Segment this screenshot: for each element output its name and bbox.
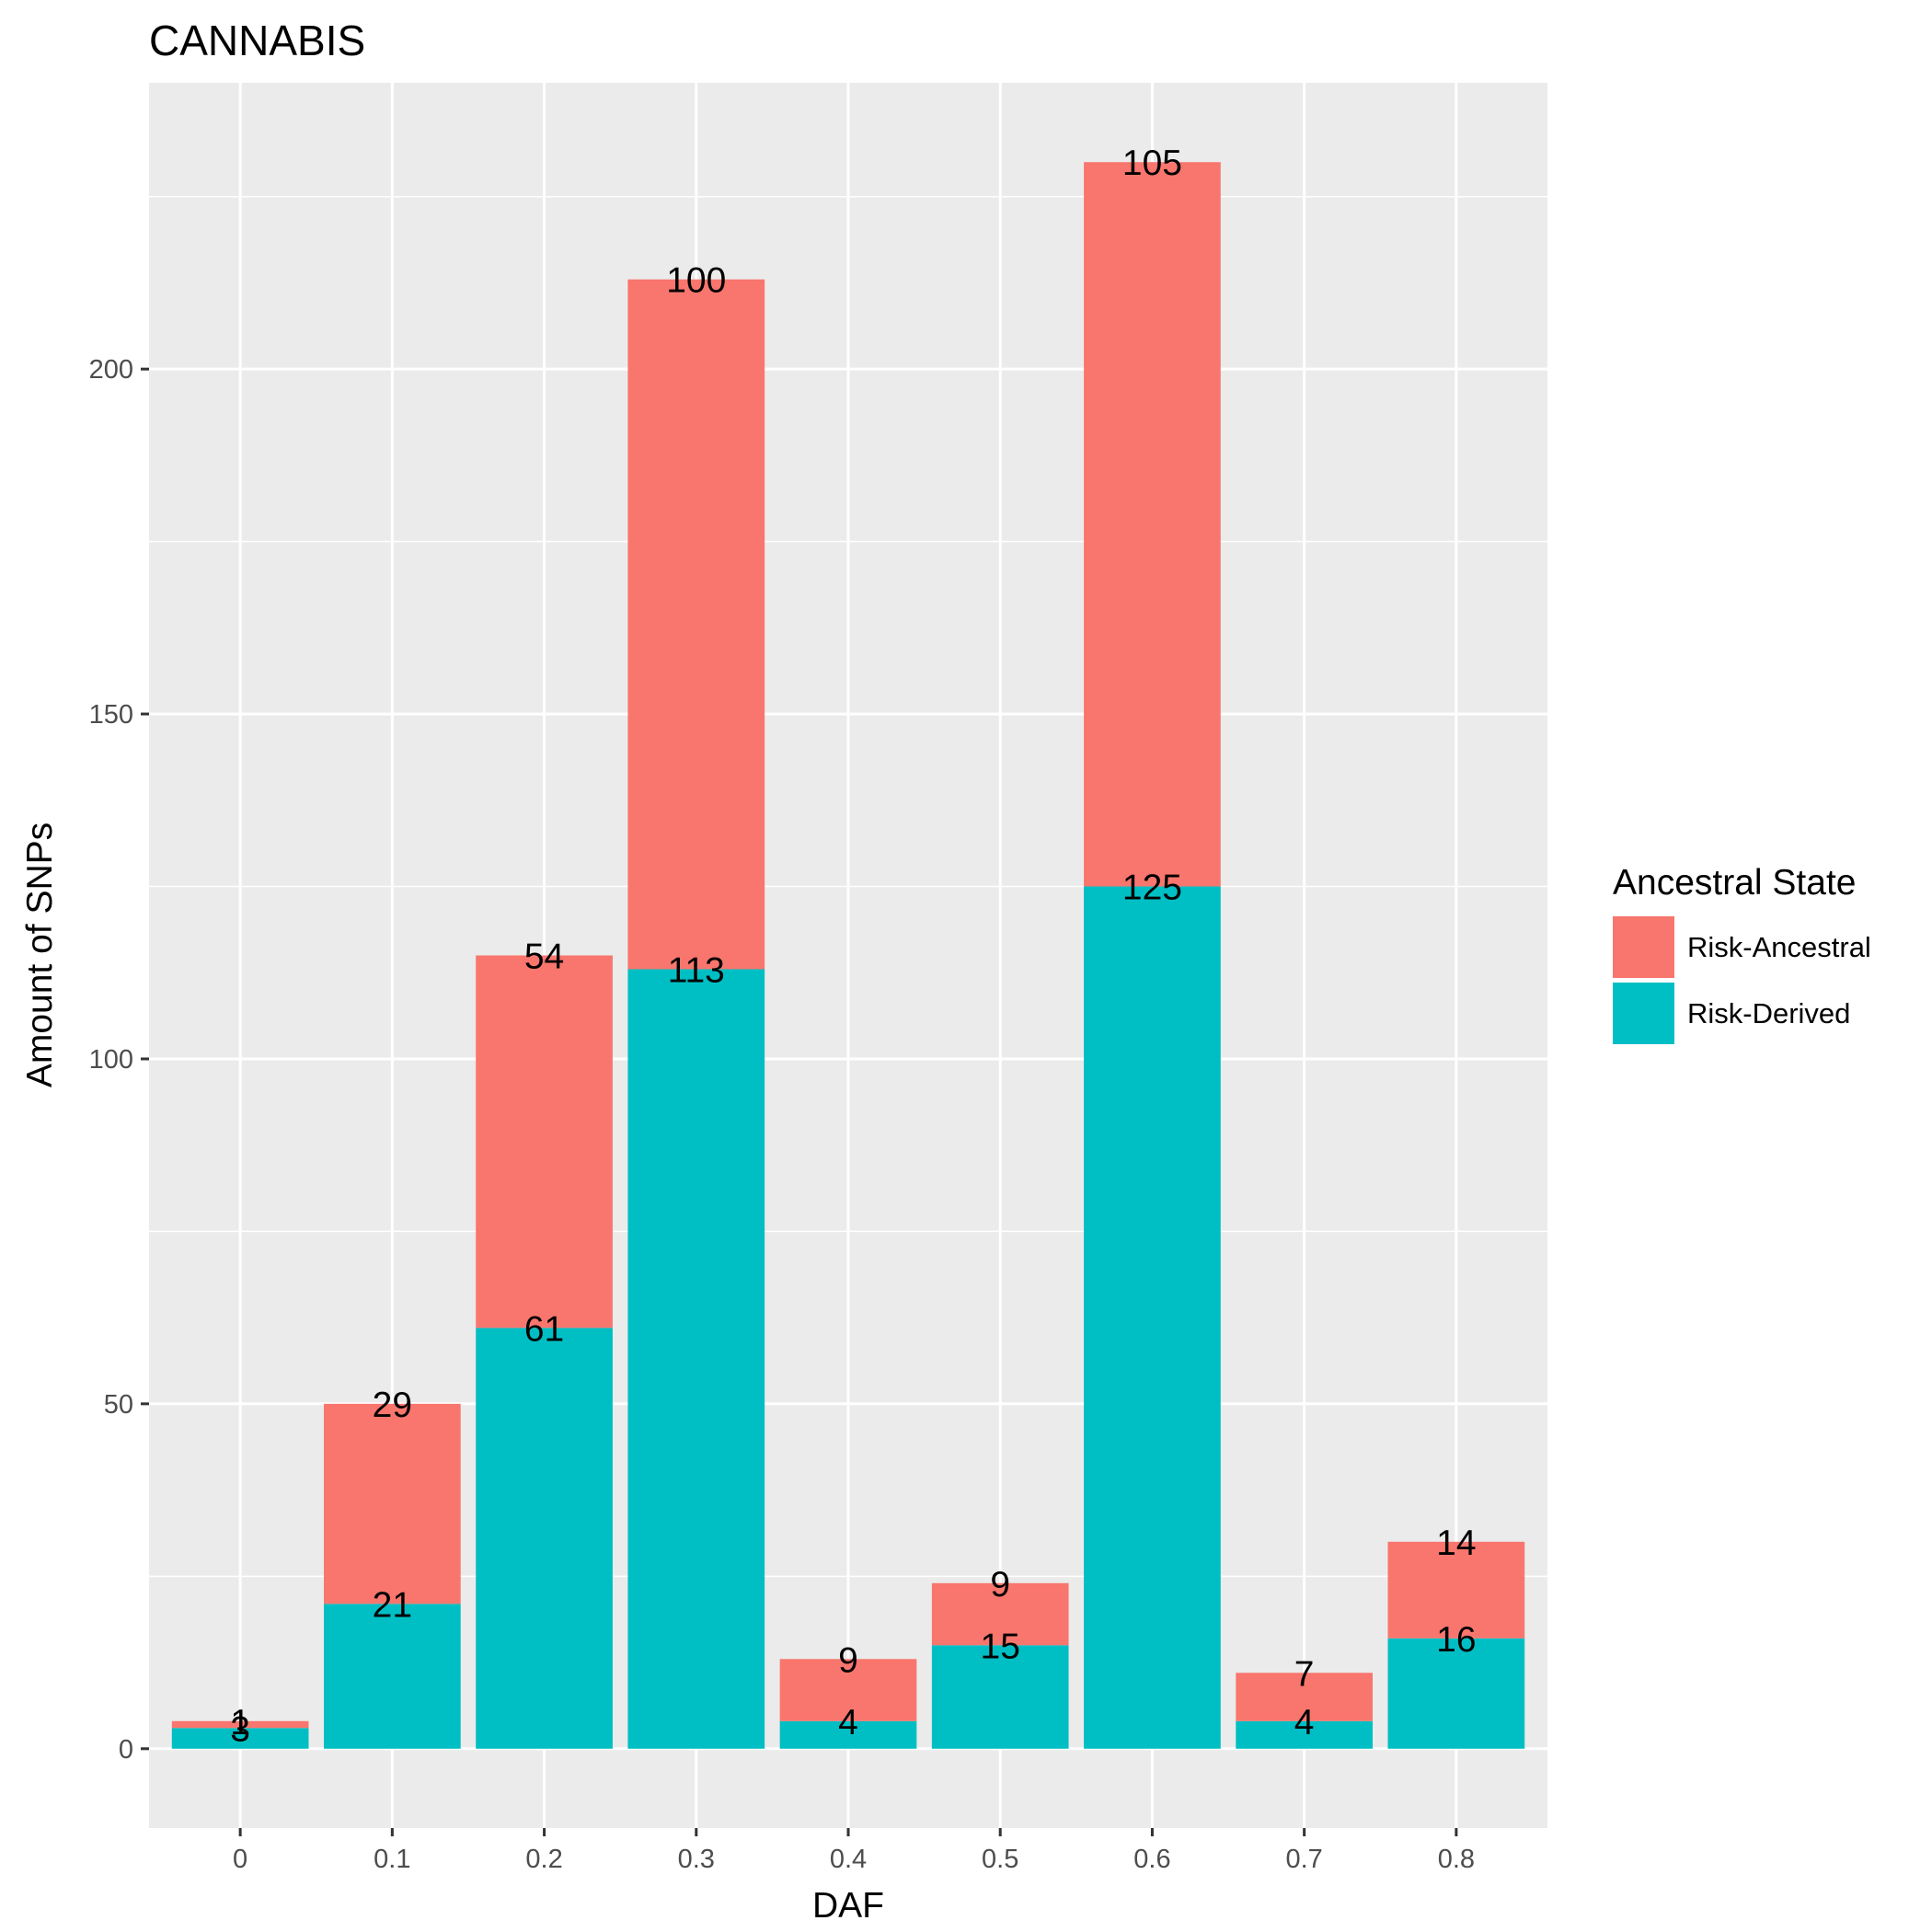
bar-label-risk-ancestral: 29 (373, 1386, 412, 1425)
y-tick-label: 50 (104, 1390, 133, 1420)
bar-label-risk-ancestral: 9 (838, 1640, 858, 1680)
bar-label-risk-ancestral: 7 (1294, 1654, 1315, 1694)
bar-risk-derived (1387, 1638, 1525, 1749)
y-axis: 0 50 100 150 200 (89, 355, 149, 1765)
legend-items: Risk-Ancestral Risk-Derived (1613, 916, 1871, 1044)
bar-risk-derived (476, 1328, 613, 1749)
bar-label-risk-derived: 61 (524, 1309, 564, 1349)
x-axis-title: DAF (812, 1886, 884, 1926)
chart-title: CANNABIS (149, 17, 365, 64)
x-tick-label: 0.1 (374, 1845, 410, 1874)
x-tick-label: 0.5 (982, 1845, 1018, 1874)
x-tick-label: 0.4 (830, 1845, 867, 1874)
bar-risk-derived (1084, 886, 1221, 1749)
bar-label-risk-derived: 4 (838, 1703, 858, 1742)
bar-risk-ancestral (1236, 1673, 1373, 1721)
bar-label-risk-derived: 4 (1294, 1703, 1315, 1742)
legend-label: Risk-Derived (1687, 997, 1850, 1029)
bar-label-risk-ancestral: 105 (1122, 144, 1182, 183)
y-tick-label: 200 (89, 355, 133, 385)
bar-label-risk-derived: 125 (1122, 868, 1182, 908)
bar-risk-ancestral (931, 1582, 1069, 1646)
legend-swatch (1613, 983, 1674, 1044)
bar-risk-derived (627, 969, 765, 1749)
bars (171, 162, 1525, 1749)
x-tick-label: 0.6 (1133, 1845, 1170, 1874)
bar-label-risk-ancestral: 14 (1436, 1524, 1476, 1563)
bar-label-risk-ancestral: 100 (666, 261, 726, 301)
bar-label-risk-ancestral: 1 (230, 1703, 250, 1742)
bar-risk-derived (324, 1604, 461, 1749)
bar-label-risk-ancestral: 9 (990, 1565, 1010, 1604)
y-tick-label: 0 (119, 1735, 133, 1765)
bar-risk-ancestral (476, 955, 613, 1328)
bar-label-risk-ancestral: 54 (524, 937, 564, 977)
x-tick-label: 0.8 (1438, 1845, 1475, 1874)
y-tick-label: 100 (89, 1045, 133, 1075)
x-tick-label: 0 (233, 1845, 247, 1874)
legend-title: Ancestral State (1613, 863, 1856, 903)
legend: Ancestral State Risk-Ancestral Risk-Deriv… (1613, 863, 1871, 1044)
x-tick-label: 0.3 (678, 1845, 715, 1874)
y-axis-title: Amount of SNPs (20, 822, 60, 1087)
bar-label-risk-derived: 113 (668, 950, 725, 990)
bar-risk-derived (171, 1728, 309, 1749)
x-tick-label: 0.7 (1285, 1845, 1322, 1874)
bar-risk-derived (931, 1645, 1069, 1749)
bar-label-risk-derived: 16 (1436, 1620, 1476, 1660)
x-axis: 0 0.1 0.2 0.3 0.4 0.5 0.6 0.7 0.8 (233, 1828, 1475, 1874)
bar-labels: 31 21 29 61 54 113 100 4 9 15 9 125 105 4 7 16 14 (230, 144, 1476, 1749)
bar-risk-derived (779, 1720, 917, 1749)
bar-label-risk-derived: 3 (230, 1709, 250, 1749)
bar-risk-ancestral (627, 279, 765, 970)
bar-risk-ancestral (324, 1403, 461, 1604)
bar-label-risk-derived: 21 (373, 1585, 412, 1625)
bar-label-risk-derived: 15 (981, 1627, 1020, 1666)
bar-risk-ancestral (779, 1659, 917, 1721)
bar-risk-ancestral (171, 1720, 309, 1729)
bar-risk-ancestral (1084, 162, 1221, 887)
legend-swatch (1613, 916, 1674, 978)
legend-label: Risk-Ancestral (1687, 931, 1871, 963)
y-tick-label: 150 (89, 700, 133, 730)
x-tick-label: 0.2 (525, 1845, 562, 1874)
bar-risk-derived (1236, 1720, 1373, 1749)
bar-risk-ancestral (1387, 1541, 1525, 1639)
